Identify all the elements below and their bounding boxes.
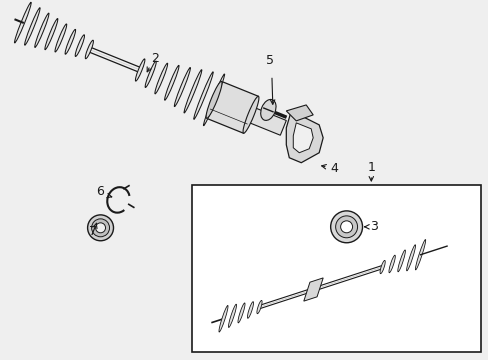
Ellipse shape: [75, 35, 84, 57]
Circle shape: [330, 211, 362, 243]
Ellipse shape: [397, 250, 405, 272]
Circle shape: [87, 215, 113, 241]
Ellipse shape: [15, 2, 31, 43]
Polygon shape: [303, 278, 323, 301]
Circle shape: [340, 221, 352, 233]
Circle shape: [335, 216, 357, 238]
Text: 1: 1: [366, 161, 374, 174]
Ellipse shape: [193, 72, 213, 120]
Ellipse shape: [183, 70, 202, 113]
Ellipse shape: [388, 255, 394, 273]
Polygon shape: [285, 105, 312, 121]
Ellipse shape: [243, 96, 259, 133]
Polygon shape: [285, 111, 323, 163]
Ellipse shape: [85, 40, 93, 59]
Polygon shape: [206, 81, 258, 133]
Ellipse shape: [205, 81, 222, 118]
Ellipse shape: [65, 30, 76, 54]
Text: 5: 5: [265, 54, 273, 67]
Circle shape: [91, 219, 109, 237]
Ellipse shape: [415, 239, 425, 270]
Ellipse shape: [379, 260, 385, 274]
Ellipse shape: [45, 19, 58, 50]
Bar: [192, 185, 480, 352]
Ellipse shape: [228, 304, 236, 328]
Ellipse shape: [256, 300, 262, 314]
Ellipse shape: [35, 13, 49, 48]
Ellipse shape: [174, 68, 190, 107]
Ellipse shape: [155, 63, 167, 94]
Ellipse shape: [164, 66, 179, 100]
Text: 7: 7: [88, 225, 97, 238]
Ellipse shape: [247, 302, 253, 318]
Ellipse shape: [24, 8, 40, 45]
Ellipse shape: [203, 74, 224, 126]
Text: 2: 2: [151, 52, 159, 65]
Polygon shape: [293, 123, 312, 153]
Ellipse shape: [238, 303, 244, 323]
Text: 4: 4: [330, 162, 338, 175]
Polygon shape: [247, 107, 285, 135]
Ellipse shape: [55, 24, 66, 52]
Ellipse shape: [260, 99, 275, 120]
Ellipse shape: [406, 245, 415, 271]
Ellipse shape: [219, 306, 227, 332]
Ellipse shape: [135, 59, 144, 81]
Text: 6: 6: [97, 185, 104, 198]
Ellipse shape: [145, 61, 156, 87]
Text: 3: 3: [370, 220, 378, 233]
Circle shape: [95, 223, 105, 233]
